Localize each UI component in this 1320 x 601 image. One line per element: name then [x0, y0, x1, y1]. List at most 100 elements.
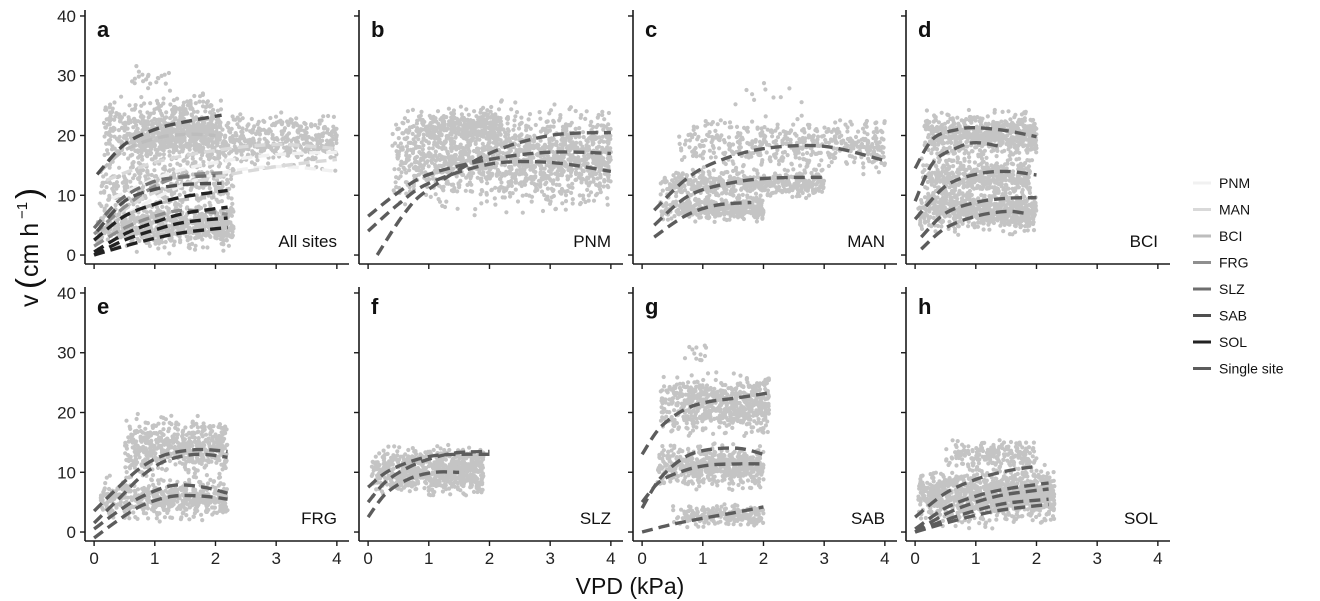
data-point [396, 126, 401, 131]
data-point [475, 147, 480, 152]
data-point [162, 245, 167, 250]
data-point [524, 123, 529, 128]
data-point [146, 115, 151, 120]
data-point [108, 181, 113, 186]
data-point [581, 196, 586, 202]
data-point [762, 188, 767, 193]
data-point [449, 154, 454, 159]
data-point [107, 193, 112, 198]
data-point [266, 161, 271, 166]
data-point [595, 122, 601, 128]
data-point [743, 199, 748, 204]
data-point [505, 127, 510, 132]
data-point [135, 176, 141, 181]
data-point [728, 213, 733, 218]
data-point [489, 165, 495, 170]
data-point [237, 118, 242, 123]
data-point [279, 110, 284, 115]
data-point [171, 243, 176, 248]
data-point [401, 131, 406, 136]
data-point [221, 248, 226, 253]
data-point [520, 210, 525, 215]
data-point [170, 114, 175, 119]
data-point [787, 189, 792, 194]
data-point [396, 144, 401, 149]
data-point [487, 138, 492, 143]
data-point [433, 192, 438, 197]
data-point [585, 145, 590, 150]
data-point [760, 206, 765, 211]
data-point [433, 149, 438, 154]
data-point [455, 206, 460, 211]
data-point [127, 103, 132, 108]
data-point [130, 152, 135, 157]
data-point [404, 150, 409, 155]
data-point [171, 105, 177, 110]
data-point [469, 182, 474, 187]
data-point [542, 156, 547, 161]
data-point [209, 144, 215, 149]
data-point [185, 161, 190, 166]
data-point [223, 221, 228, 227]
data-point [468, 133, 473, 138]
data-point [108, 102, 113, 107]
data-point [175, 136, 180, 141]
data-point [573, 108, 578, 114]
data-point [165, 137, 170, 142]
data-point [164, 229, 169, 234]
data-point [735, 205, 741, 210]
data-point [229, 205, 234, 210]
data-point [262, 119, 267, 124]
data-point [457, 121, 462, 126]
data-point [169, 131, 174, 136]
data-point [418, 113, 423, 118]
data-point [167, 149, 172, 154]
data-point [128, 179, 133, 184]
data-point [500, 195, 505, 200]
data-point [484, 199, 489, 204]
data-point [162, 72, 167, 77]
data-point [122, 112, 127, 117]
data-point [437, 130, 442, 135]
data-point [491, 135, 496, 141]
data-point [256, 119, 261, 124]
data-point [190, 156, 195, 161]
data-point [583, 116, 588, 121]
data-point [557, 118, 562, 123]
data-point [145, 168, 150, 173]
data-point [154, 137, 159, 142]
data-point [605, 183, 610, 188]
data-point [285, 120, 290, 125]
data-point [505, 115, 510, 120]
data-point [495, 167, 500, 173]
data-point [687, 203, 692, 208]
data-point [325, 127, 330, 132]
data-point [225, 191, 230, 196]
data-point [102, 206, 107, 211]
data-point [504, 137, 509, 142]
data-point [570, 197, 575, 202]
panel-letter-a: a [97, 17, 110, 42]
data-point [112, 127, 117, 132]
data-point [432, 136, 438, 141]
data-point [207, 155, 213, 161]
data-point [488, 174, 493, 179]
data-point [569, 145, 574, 150]
data-point [736, 193, 742, 198]
data-point [115, 112, 120, 117]
data-point [431, 116, 436, 121]
data-point [190, 138, 195, 143]
data-point [658, 181, 663, 186]
data-point [577, 134, 582, 139]
data-point [489, 187, 494, 192]
data-point [201, 99, 206, 104]
data-point [545, 124, 550, 129]
data-point [156, 130, 161, 135]
data-point [729, 206, 734, 211]
data-point [449, 118, 454, 123]
data-point [453, 130, 458, 135]
data-point [540, 145, 546, 150]
data-point [484, 192, 489, 197]
data-point [455, 189, 460, 194]
data-point [577, 126, 582, 131]
